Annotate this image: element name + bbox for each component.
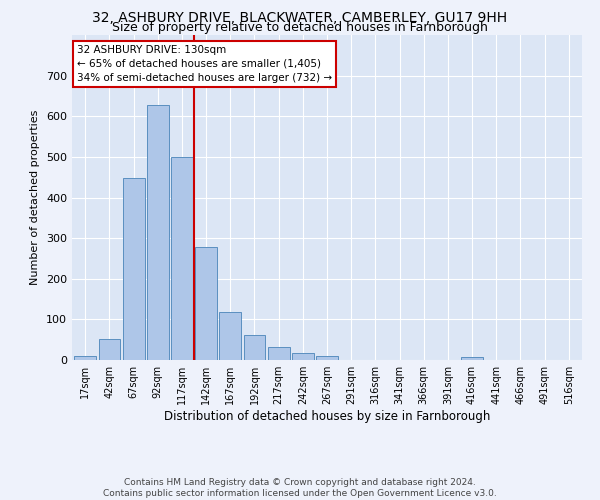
Text: Size of property relative to detached houses in Farnborough: Size of property relative to detached ho… — [112, 21, 488, 34]
Text: 32 ASHBURY DRIVE: 130sqm
← 65% of detached houses are smaller (1,405)
34% of sem: 32 ASHBURY DRIVE: 130sqm ← 65% of detach… — [77, 45, 332, 82]
Text: 32, ASHBURY DRIVE, BLACKWATER, CAMBERLEY, GU17 9HH: 32, ASHBURY DRIVE, BLACKWATER, CAMBERLEY… — [92, 11, 508, 25]
Bar — [74, 356, 96, 360]
Bar — [123, 178, 145, 360]
Bar — [171, 157, 193, 360]
Bar — [195, 247, 217, 360]
Bar — [220, 312, 241, 360]
Bar — [316, 356, 338, 360]
Bar — [147, 106, 169, 360]
Bar — [461, 357, 483, 360]
X-axis label: Distribution of detached houses by size in Farnborough: Distribution of detached houses by size … — [164, 410, 490, 423]
Bar — [292, 352, 314, 360]
Y-axis label: Number of detached properties: Number of detached properties — [31, 110, 40, 285]
Bar — [268, 346, 290, 360]
Bar — [98, 339, 121, 360]
Text: Contains HM Land Registry data © Crown copyright and database right 2024.
Contai: Contains HM Land Registry data © Crown c… — [103, 478, 497, 498]
Bar — [244, 335, 265, 360]
